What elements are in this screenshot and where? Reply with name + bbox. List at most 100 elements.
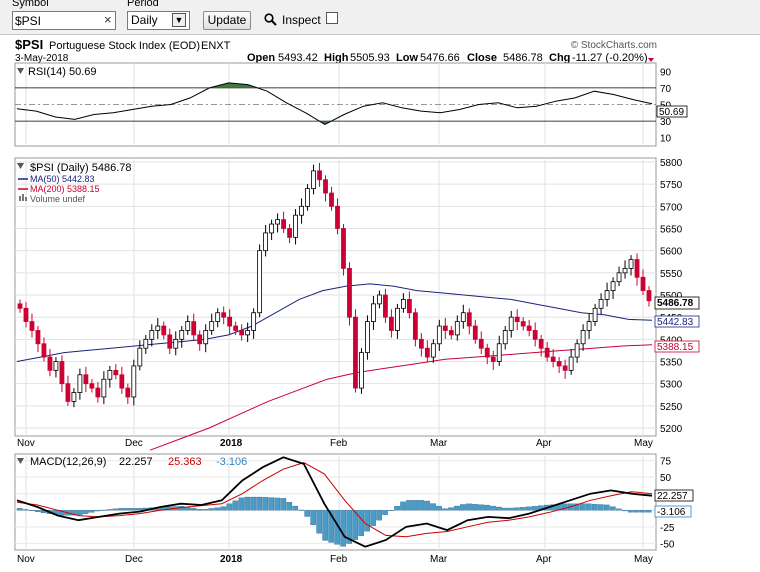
collapse-icon[interactable]: [17, 458, 24, 464]
macd-hist-bar: [190, 508, 197, 511]
clear-icon[interactable]: ×: [104, 12, 112, 27]
macd-hist-bar: [603, 504, 610, 511]
price-candle: [227, 309, 233, 335]
update-button[interactable]: Update: [203, 11, 251, 30]
price-candle: [65, 375, 71, 406]
macd-x-label: Apr: [536, 554, 552, 565]
price-candle: [329, 186, 334, 211]
low-value: 5476.66: [420, 52, 460, 64]
macd-hist-bar: [490, 505, 496, 511]
price-candle: [484, 343, 490, 365]
macd-hist-bar: [442, 508, 448, 511]
price-x-label: Feb: [330, 438, 348, 449]
price-candle: [191, 313, 197, 341]
price-tick-label: 5700: [660, 202, 683, 213]
price-candle: [478, 331, 484, 354]
price-candle: [143, 334, 149, 354]
macd-hist-bar: [70, 510, 77, 516]
macd-hist-bar: [454, 505, 460, 511]
macd-hist-bar: [256, 496, 263, 511]
price-x-label: Nov: [17, 438, 35, 449]
stock-chart: $PSI Portuguese Stock Index (EOD) ENXT ©…: [14, 37, 700, 565]
price-candle: [568, 349, 574, 375]
price-tick-label: 5550: [660, 269, 683, 280]
chg-value: -11.27 (-0.20%): [572, 52, 648, 64]
price-candle: [185, 315, 191, 335]
symbol-label: Symbol: [12, 0, 49, 9]
rsi-tick-label: 70: [660, 84, 672, 95]
price-candle: [562, 359, 568, 379]
macd-hist-bar: [615, 508, 622, 511]
price-candle: [281, 211, 286, 233]
price-candle: [395, 303, 400, 339]
chevron-down-icon[interactable]: ▼: [172, 13, 186, 27]
price-candle: [466, 308, 472, 335]
price-candle: [275, 213, 280, 233]
rsi-tick-label: 10: [660, 134, 672, 145]
collapse-icon[interactable]: [17, 68, 24, 74]
symbol-input[interactable]: [12, 11, 116, 30]
macd-hist-bar: [645, 510, 652, 513]
inspect-label: Inspect: [282, 13, 321, 27]
macd-hist-bar: [322, 510, 329, 541]
price-legend-ma50: MA(50) 5442.83: [30, 174, 95, 184]
price-candle: [83, 366, 89, 393]
price-candle: [365, 315, 370, 360]
macd-hist-bar: [34, 510, 41, 512]
inspect-checkbox[interactable]: [326, 12, 338, 24]
macd-hist-bar: [502, 507, 508, 511]
price-candle: [514, 309, 520, 331]
price-tick-label: 5650: [660, 225, 683, 236]
macd-hist-bar: [430, 503, 436, 511]
price-x-label: Dec: [125, 438, 143, 449]
macd-hist-bar: [328, 510, 335, 543]
macd-hist-bar: [579, 503, 586, 511]
macd-hist-bar: [478, 504, 484, 511]
macd-hist-bar: [136, 508, 143, 511]
macd-x-label: Feb: [330, 554, 348, 565]
rsi-panel: RSI(14) 50.69 9070503010 50.69: [14, 62, 688, 147]
price-candle: [359, 348, 364, 394]
price-candle: [502, 326, 508, 350]
price-candle: [508, 310, 514, 338]
price-candle: [59, 355, 65, 393]
macd-hist-bar: [310, 510, 317, 526]
macd-signal-value: 25.363: [168, 456, 202, 468]
price-candle: [299, 198, 304, 224]
price-tick-label: 5600: [660, 247, 683, 258]
price-tick-label: 5500: [660, 291, 683, 302]
rsi-tick-label: 90: [660, 67, 672, 78]
macd-hist-bar: [561, 503, 568, 511]
price-candle: [149, 324, 155, 347]
macd-hist-bar: [274, 497, 281, 511]
price-candle: [383, 288, 388, 323]
macd-hist-bar: [639, 510, 646, 513]
price-candle: [586, 313, 592, 339]
macd-hist-bar: [358, 510, 365, 536]
copyright: © StockCharts.com: [571, 40, 657, 51]
price-candle: [460, 304, 466, 329]
macd-hist-bar: [526, 506, 532, 511]
price-candle: [520, 317, 526, 331]
price-candle: [23, 302, 29, 328]
price-candle: [17, 299, 23, 313]
search-icon: [264, 13, 277, 26]
price-candle: [389, 309, 394, 338]
macd-hist-bar: [76, 510, 83, 516]
macd-tick-label: -50: [660, 539, 675, 550]
macd-hist-bar: [352, 510, 359, 540]
macd-hist-bar: [484, 504, 490, 511]
rsi-label: RSI(14) 50.69: [28, 66, 96, 78]
macd-hist-bar: [532, 506, 538, 511]
price-candle: [556, 357, 562, 374]
price-candle: [496, 335, 502, 366]
price-tick-label: 5300: [660, 380, 683, 391]
collapse-icon[interactable]: [17, 163, 24, 169]
price-candle: [406, 291, 412, 319]
rsi-line: [16, 82, 653, 125]
price-candle: [29, 313, 35, 338]
macd-hist-bar: [250, 496, 257, 511]
price-candle: [131, 359, 137, 406]
macd-hist-badge: -3.106: [657, 507, 686, 518]
macd-hist-bar: [280, 498, 287, 511]
